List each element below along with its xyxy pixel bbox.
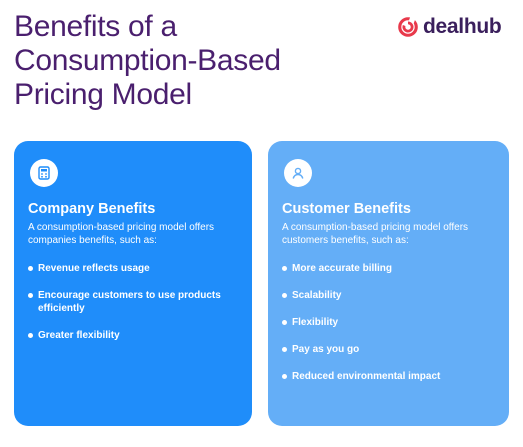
card-heading: Customer Benefits <box>282 201 411 217</box>
benefit-item: Pay as you go <box>282 343 497 356</box>
user-icon <box>284 159 312 187</box>
dealhub-logo: dealhub <box>397 14 502 40</box>
benefit-item: Revenue reflects usage <box>28 262 243 275</box>
benefit-item: Scalability <box>282 289 497 302</box>
benefit-list: Revenue reflects usage Encourage custome… <box>28 261 243 342</box>
dealhub-logo-icon <box>398 16 418 37</box>
company-benefits-card: Company Benefits A consumption-based pri… <box>14 141 252 426</box>
benefit-item: Flexibility <box>282 316 497 329</box>
benefit-item: Encourage customers to use products effi… <box>28 289 243 315</box>
card-heading: Company Benefits <box>28 201 156 217</box>
card-description: A consumption-based pricing model offers… <box>282 222 469 246</box>
benefit-item: Greater flexibility <box>28 329 243 342</box>
logo-text: dealhub <box>423 15 502 38</box>
benefit-item: Reduced environmental impact <box>282 370 497 383</box>
page-title: Benefits of a Consumption-Based Pricing … <box>14 10 281 111</box>
calculator-icon <box>30 159 58 187</box>
card-description: A consumption-based pricing model offers… <box>28 222 215 246</box>
benefit-item: More accurate billing <box>282 262 497 275</box>
customer-benefits-card: Customer Benefits A consumption-based pr… <box>268 141 509 426</box>
benefit-list: More accurate billing Scalability Flexib… <box>282 261 497 383</box>
